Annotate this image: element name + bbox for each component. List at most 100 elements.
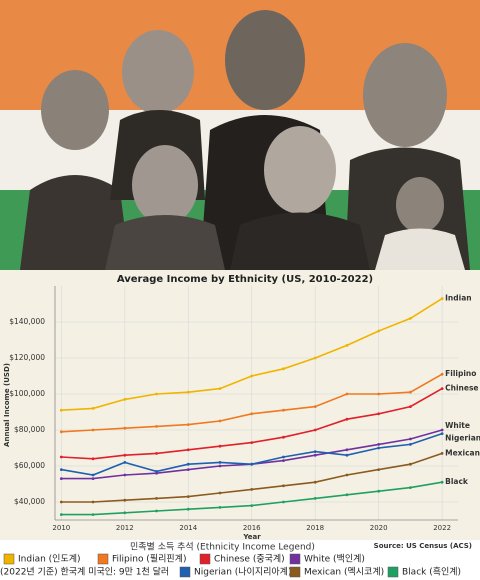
data-point [155, 470, 158, 473]
data-point [91, 457, 95, 461]
data-point [377, 446, 381, 450]
x-tick-label: 2014 [179, 524, 197, 532]
data-point [59, 455, 63, 459]
data-point [345, 453, 349, 457]
data-point [440, 372, 444, 376]
data-point [345, 392, 349, 396]
series-end-label: White [445, 421, 470, 430]
data-point [59, 430, 63, 434]
chart-background [0, 270, 480, 540]
x-tick-label: 2012 [116, 524, 134, 532]
data-point [155, 452, 158, 455]
data-point [282, 408, 285, 412]
data-point [123, 473, 127, 477]
data-point [91, 500, 95, 504]
data-point [250, 462, 254, 466]
data-point [250, 441, 254, 444]
data-point [345, 344, 349, 347]
legend-label: Indian (인도계) [18, 553, 81, 565]
data-point [250, 488, 254, 491]
data-point [282, 455, 285, 459]
data-point [313, 405, 317, 408]
data-point [91, 407, 95, 410]
y-axis-title: Annual Income (USD) [3, 363, 11, 447]
data-point [250, 504, 254, 507]
data-point [218, 387, 222, 390]
y-tick-label: $80,000 [14, 425, 45, 434]
data-point [409, 462, 412, 466]
data-point [313, 356, 317, 360]
data-point [218, 464, 222, 468]
photo [0, 0, 480, 270]
x-tick-label: 2016 [243, 524, 261, 532]
data-point [313, 497, 317, 500]
data-point [91, 513, 95, 516]
data-point [155, 509, 158, 513]
series-end-label: Indian [445, 294, 471, 303]
data-point [345, 473, 349, 477]
legend-swatch [179, 566, 191, 578]
data-point [218, 444, 222, 448]
data-point [409, 390, 412, 394]
data-point [91, 473, 95, 477]
data-point [282, 459, 285, 462]
data-point [409, 443, 412, 446]
data-point [377, 412, 381, 416]
y-tick-label: $120,000 [9, 353, 45, 362]
chart-title: Average Income by Ethnicity (US, 2010-20… [117, 274, 373, 285]
data-point [377, 443, 381, 446]
data-point [218, 419, 222, 423]
legend-label: Nigerian (나이지리아계) [194, 566, 291, 578]
legend-swatch [199, 553, 211, 565]
data-point [313, 428, 317, 432]
data-point [218, 506, 222, 509]
data-point [377, 329, 381, 333]
data-point [155, 392, 158, 396]
data-point [59, 408, 63, 412]
series-end-label: Filipino [445, 369, 476, 378]
data-point [218, 491, 222, 495]
legend-label: Black (흑인계) [402, 566, 461, 578]
data-point [409, 317, 412, 320]
legend-swatch [387, 566, 399, 578]
data-point [186, 390, 190, 394]
legend-swatch [3, 553, 15, 565]
y-tick-label: $60,000 [14, 461, 45, 470]
source: Source: US Census (ACS) [374, 542, 472, 550]
data-point [440, 428, 444, 432]
data-point [409, 437, 412, 441]
legend-swatch [97, 553, 109, 565]
data-point [218, 461, 222, 464]
data-point [313, 450, 317, 453]
data-point [123, 498, 127, 502]
data-point [440, 480, 444, 484]
x-tick-label: 2020 [370, 524, 388, 532]
x-tick-label: 2010 [52, 524, 70, 532]
data-point [440, 432, 444, 435]
data-point [186, 507, 190, 511]
data-point [282, 500, 285, 504]
data-point [409, 486, 412, 489]
note: (2022년 기준) 한국계 미국인: 9만 1천 달러 [0, 566, 169, 578]
data-point [155, 425, 158, 428]
series-end-label: Nigerian [445, 434, 480, 443]
data-point [186, 448, 190, 452]
legend-swatch [289, 553, 301, 565]
y-tick-label: $100,000 [9, 389, 45, 398]
data-point [91, 428, 95, 432]
y-tick-label: $140,000 [9, 317, 45, 326]
data-point [186, 423, 190, 426]
data-point [123, 398, 127, 401]
data-point [345, 448, 349, 452]
data-point [282, 435, 285, 439]
data-point [377, 489, 381, 493]
data-point [440, 452, 444, 455]
series-end-label: Chinese [445, 384, 478, 393]
data-point [186, 462, 190, 466]
data-point [440, 297, 444, 300]
legend-label: Mexican (멕시코계) [304, 566, 384, 578]
legend-title: 민족별 소득 추석 (Ethnicity Income Legend) [130, 542, 315, 553]
data-point [59, 468, 63, 471]
data-point [186, 495, 190, 498]
